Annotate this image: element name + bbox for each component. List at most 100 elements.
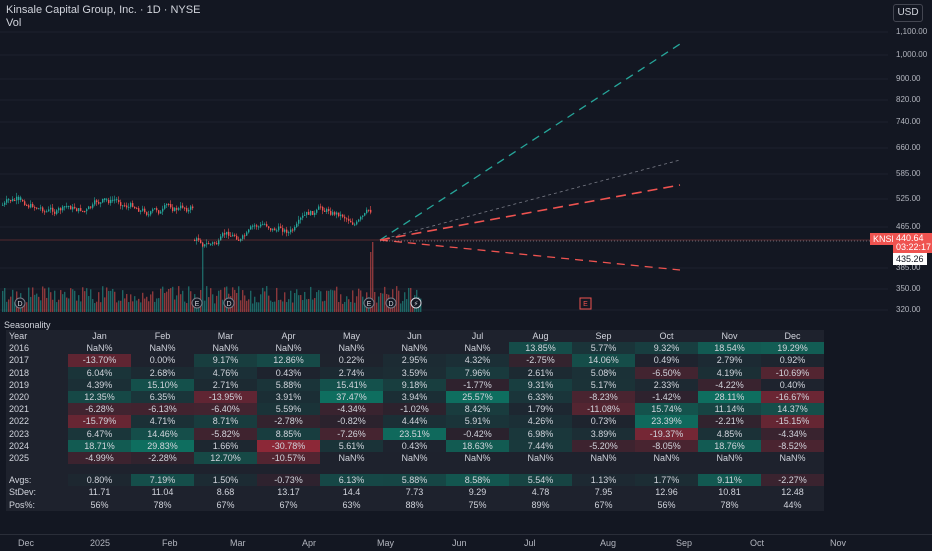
volume-bar: [350, 302, 352, 312]
year-cell: 2016: [6, 342, 68, 355]
stats-cell: -0.73%: [257, 474, 320, 487]
volume-bar: [374, 291, 376, 312]
candle-body: [60, 208, 62, 211]
vol-label: Vol: [6, 17, 22, 29]
volume-bar: [124, 298, 126, 312]
volume-bar: [288, 299, 290, 312]
candle-body: [222, 233, 224, 237]
event-marker[interactable]: E: [191, 297, 203, 309]
year-cell: 2020: [6, 390, 68, 404]
season-cell: -2.28%: [131, 451, 194, 465]
volume-bar: [64, 291, 66, 312]
season-cell: -6.50%: [635, 366, 698, 379]
candle-body: [88, 206, 90, 210]
volume-bar: [134, 296, 136, 312]
stats-label: StDev:: [6, 486, 68, 499]
candle-body: [360, 216, 362, 220]
season-cell: 3.91%: [257, 390, 320, 404]
time-axis[interactable]: Dec 2025 Feb Mar Apr May Jun Jul Aug Sep Oct Nov: [0, 534, 932, 551]
candle-body: [158, 210, 160, 214]
month-header: Oct: [635, 330, 698, 343]
candle-body: [200, 240, 202, 244]
currency-button[interactable]: USD: [893, 4, 923, 22]
season-cell: -15.15%: [761, 415, 824, 428]
candle-body: [262, 224, 264, 226]
candle-body: [246, 232, 248, 236]
season-cell: 5.77%: [572, 342, 635, 355]
event-marker[interactable]: D: [385, 297, 397, 309]
candle-body: [110, 199, 112, 204]
candle-body: [126, 205, 128, 208]
candle-body: [306, 211, 308, 215]
season-cell: -30.78%: [257, 439, 320, 452]
volume-bar: [28, 287, 30, 312]
candle-body: [46, 211, 48, 213]
candle-body: [338, 212, 340, 217]
season-cell: 4.39%: [68, 378, 131, 391]
lightning-event-icon[interactable]: ⚡: [410, 297, 422, 309]
season-cell: 6.35%: [131, 390, 194, 404]
svg-text:D: D: [388, 301, 393, 308]
volume-bar: [346, 296, 348, 312]
candle-body: [146, 212, 148, 215]
volume-bar: [284, 292, 286, 312]
candle-body: [204, 244, 206, 247]
stats-cell: 6.13%: [320, 474, 383, 487]
season-cell: -4.34%: [320, 403, 383, 416]
candle-body: [172, 207, 174, 212]
season-cell: 5.61%: [320, 439, 383, 452]
volume-bar: [180, 294, 182, 312]
volume-bar: [158, 298, 160, 312]
candle-body: [154, 208, 156, 210]
earnings-marker[interactable]: E: [579, 297, 592, 310]
season-cell: 2.33%: [635, 378, 698, 391]
season-cell: 2.74%: [320, 366, 383, 379]
time-axis-label: 2025: [90, 538, 111, 548]
volume-bar: [182, 290, 184, 312]
volume-bar: [308, 298, 310, 312]
volume-bar: [266, 286, 268, 312]
volume-bar: [170, 288, 172, 312]
candle-body: [332, 212, 334, 215]
candle-body: [92, 204, 94, 208]
volume-bar: [410, 287, 412, 312]
candle-body: [208, 243, 210, 245]
volume-bar: [12, 289, 14, 312]
stats-cell: 67%: [572, 498, 635, 511]
volume-bar: [336, 286, 338, 312]
candle-body: [348, 218, 350, 221]
candle-body: [300, 217, 302, 220]
candle-body: [178, 208, 180, 210]
candle-body: [38, 208, 40, 210]
volume-bar: [126, 293, 128, 312]
candle-body: [282, 228, 284, 232]
event-marker[interactable]: E: [363, 297, 375, 309]
volume-bar: [34, 294, 36, 312]
event-marker[interactable]: D: [223, 297, 235, 309]
month-header: Aug: [509, 330, 572, 343]
candlesticks: [2, 192, 372, 248]
volume-bar: [304, 291, 306, 312]
candle-body: [22, 200, 24, 202]
volume-bar: [344, 301, 346, 312]
volume-bar: [338, 302, 340, 312]
candle-body: [206, 243, 208, 245]
volume-bar: [398, 290, 400, 312]
volume-bar: [2, 290, 4, 312]
volume-bar: [202, 242, 204, 312]
price-chart[interactable]: D E D E D ⚡ E: [0, 0, 932, 320]
candle-body: [58, 208, 60, 211]
candle-body: [182, 205, 184, 208]
event-marker[interactable]: D: [14, 297, 26, 309]
volume-bar: [352, 290, 354, 312]
volume-bar: [238, 286, 240, 312]
candle-body: [86, 209, 88, 212]
candle-body: [310, 210, 312, 215]
candle-body: [30, 203, 32, 208]
candle-body: [150, 211, 152, 215]
time-axis-label: Nov: [830, 538, 847, 548]
season-cell: -8.23%: [572, 390, 635, 404]
volume-bar: [320, 291, 322, 312]
candle-body: [346, 218, 348, 220]
stats-cell: 7.19%: [131, 474, 194, 487]
